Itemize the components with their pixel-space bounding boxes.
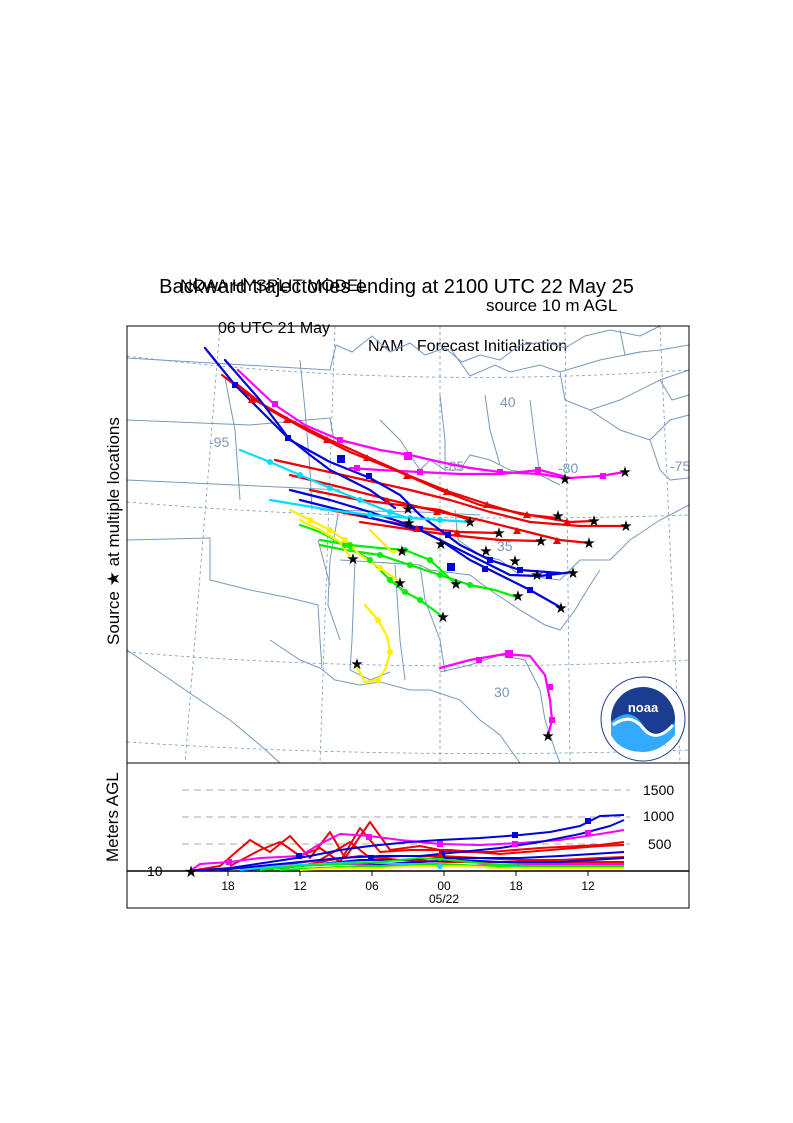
- star-icon: ★: [184, 862, 198, 881]
- time-tick-label: 12: [293, 879, 307, 893]
- header-line-1: NOAA HYSPLIT MODEL source 10 m AGL: [0, 256, 793, 316]
- height-gridlines: [182, 789, 630, 845]
- star-icon: ★: [530, 566, 543, 584]
- source-stars: ★ ★ ★ ★ ★ ★ ★ ★ ★ ★ ★ ★ ★ ★ ★ ★ ★ ★ ★ ★ …: [346, 463, 632, 745]
- trajectory-yellow-2: [298, 518, 354, 562]
- star-icon: ★: [554, 599, 567, 617]
- trajectory-blue-2: [223, 358, 562, 575]
- trajectory-markers: [232, 382, 606, 723]
- star-icon: ★: [618, 463, 631, 481]
- star-icon: ★: [479, 542, 492, 560]
- star-icon: ★: [463, 513, 476, 531]
- star-icon: ★: [395, 542, 408, 560]
- star-icon: ★: [401, 500, 414, 518]
- lon-label-85: -85: [444, 458, 464, 474]
- height-tick-1500: 1500: [643, 782, 674, 798]
- star-icon: ★: [566, 564, 579, 582]
- lon-label-75: -75: [670, 458, 690, 474]
- lat-label-30: 30: [494, 684, 510, 700]
- time-tick-label: 18: [221, 879, 235, 893]
- star-icon: ★: [492, 524, 505, 542]
- trajectories: [203, 346, 627, 738]
- source-height: source 10 m AGL: [486, 296, 618, 315]
- trajectory-blue-1: [203, 346, 397, 510]
- star-icon: ★: [558, 470, 571, 488]
- height-tick-1000: 1000: [643, 808, 674, 824]
- trajectory-yellow-3: [354, 603, 392, 684]
- time-tick-label: 00: [437, 879, 451, 893]
- lat-label-35: 35: [497, 538, 513, 554]
- trajectory-magenta-3: [438, 652, 554, 738]
- lat-label-40: 40: [500, 394, 516, 410]
- star-icon: ★: [350, 655, 363, 673]
- trajectory-title: Backward trajectories ending at 2100 UTC…: [159, 276, 634, 298]
- time-ticks: [227, 871, 589, 876]
- star-icon: ★: [508, 552, 521, 570]
- star-icon: ★: [449, 575, 462, 593]
- star-icon: ★: [587, 512, 600, 530]
- map-panel: 40 35 30 -95 -85 -80 -75: [127, 326, 690, 763]
- star-icon: ★: [511, 587, 524, 605]
- model-name: NOAA HYSPLIT MODEL: [180, 276, 368, 295]
- date-label: 05/22: [429, 892, 459, 906]
- star-icon: ★: [346, 550, 359, 568]
- profile-panel: 1500 1000 500 10: [126, 762, 690, 909]
- profile-markers: [226, 818, 591, 869]
- trajectory-green-1: [298, 523, 445, 619]
- star-icon: ★: [393, 574, 406, 592]
- trajectory-red-5: [308, 488, 472, 522]
- height-profiles: [189, 814, 625, 872]
- star-icon: ★: [402, 514, 415, 532]
- lon-label-95: -95: [209, 434, 229, 450]
- star-icon: ★: [582, 534, 595, 552]
- star-icon: ★: [541, 727, 554, 745]
- time-tick-label: 06: [365, 879, 379, 893]
- latlon-grid: [127, 326, 689, 763]
- init-time: 06 UTC 21 May: [218, 320, 331, 337]
- time-tick-label: 12: [581, 879, 595, 893]
- state-boundaries: [127, 326, 689, 763]
- star-icon: ★: [434, 535, 447, 553]
- star-icon: ★: [436, 608, 449, 626]
- time-tick-label: 18: [509, 879, 523, 893]
- star-icon: ★: [551, 507, 564, 525]
- trajectory-red-2: [236, 383, 595, 524]
- trajectory-yellow-4: [368, 528, 404, 554]
- noaa-logo-text: noaa: [628, 700, 659, 715]
- noaa-logo: noaa: [600, 676, 686, 762]
- star-icon: ★: [534, 532, 547, 550]
- trajectory-green-2: [318, 543, 518, 599]
- height-tick-500: 500: [648, 836, 672, 852]
- star-icon: ★: [619, 517, 632, 535]
- lon-label-80: -80: [558, 460, 578, 476]
